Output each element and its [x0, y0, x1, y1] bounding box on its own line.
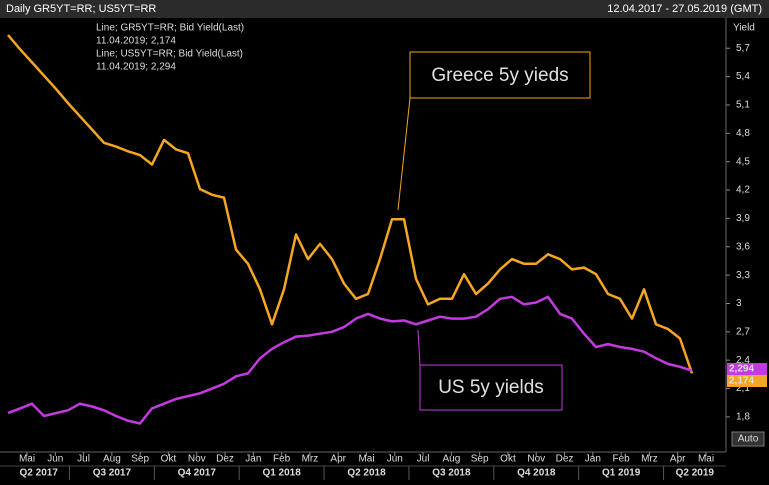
x-tick-label: Mrz: [302, 454, 319, 465]
y-tick-label: 4,8: [736, 128, 750, 139]
last-value-box: [727, 375, 767, 387]
y-tick-label: 4,2: [736, 185, 750, 196]
legend-value: 11.04.2019; 2,174: [96, 36, 176, 47]
x-tick-label: Dez: [216, 454, 234, 465]
y-tick-label: 3,3: [736, 270, 750, 281]
y-tick-label: 5,4: [736, 71, 750, 82]
x-tick-label: Nov: [188, 454, 206, 465]
annotation-box: [419, 364, 563, 411]
y-tick-label: 3,6: [736, 241, 750, 252]
x-tick-label: Nov: [527, 454, 545, 465]
header-bar: [0, 0, 769, 18]
legend-entry: Line; US5YT=RR; Bid Yield(Last): [96, 49, 243, 60]
quarter-label: Q4 2018: [517, 468, 556, 479]
x-tick-label: Mrz: [641, 454, 658, 465]
x-tick-label: Sep: [471, 454, 489, 465]
quarter-label: Q2 2019: [676, 468, 715, 479]
y-tick-label: 1,8: [736, 412, 750, 423]
quarter-label: Q3 2017: [93, 468, 132, 479]
annotation-leader: [417, 329, 421, 366]
header-range: 12.04.2017 - 27.05.2019 (GMT): [607, 3, 762, 15]
series-line: [7, 295, 693, 425]
auto-button-label[interactable]: Auto: [738, 434, 759, 445]
x-tick-label: Mai: [358, 454, 374, 465]
quarter-label: Q4 2017: [178, 468, 217, 479]
auto-button[interactable]: [731, 431, 765, 447]
x-tick-label: Jan: [585, 454, 601, 465]
x-tick-label: Jul: [417, 454, 430, 465]
quarter-label: Q2 2018: [347, 468, 386, 479]
y-tick-label: 3: [736, 298, 742, 309]
x-tick-label: Jul: [77, 454, 90, 465]
annotation-leader: [397, 97, 411, 211]
x-tick-label: Aug: [103, 454, 121, 465]
x-tick-label: Okt: [161, 454, 177, 465]
x-tick-label: Jan: [245, 454, 261, 465]
quarter-label: Q1 2019: [602, 468, 641, 479]
x-tick-label: Dez: [556, 454, 574, 465]
x-tick-label: Sep: [131, 454, 149, 465]
quarter-label: Q1 2018: [262, 468, 301, 479]
x-tick-label: Jun: [387, 454, 403, 465]
last-value-label: 2,294: [729, 364, 754, 375]
header-title: Daily GR5YT=RR; US5YT=RR: [6, 3, 156, 15]
x-tick-label: Feb: [613, 454, 631, 465]
quarter-label: Q3 2018: [432, 468, 471, 479]
y-axis-label: Yield: [733, 23, 755, 34]
last-value-label: 2,174: [729, 376, 754, 387]
annotation: Greece 5y yieds: [431, 65, 568, 86]
y-tick-label: 3,9: [736, 213, 750, 224]
x-tick-label: Okt: [500, 454, 516, 465]
y-tick-label: 5,7: [736, 43, 750, 54]
x-tick-label: Aug: [442, 454, 460, 465]
y-tick-label: 2,1: [736, 383, 750, 394]
y-tick-label: 2,7: [736, 326, 750, 337]
quarter-label: Q2 2017: [20, 468, 59, 479]
legend-value: 11.04.2019; 2,294: [96, 62, 176, 73]
x-tick-label: Mai: [698, 454, 714, 465]
annotation: US 5y yields: [438, 377, 544, 398]
y-tick-label: 5,1: [736, 100, 750, 111]
x-tick-label: Jun: [47, 454, 63, 465]
x-tick-label: Mai: [19, 454, 35, 465]
x-tick-label: Feb: [273, 454, 291, 465]
series-line: [7, 34, 694, 374]
last-value-box: [727, 363, 767, 375]
legend-entry: Line; GR5YT=RR; Bid Yield(Last): [96, 23, 244, 34]
x-tick-label: Apr: [330, 454, 346, 465]
y-tick-label: 2,4: [736, 355, 750, 366]
x-tick-label: Apr: [670, 454, 686, 465]
y-tick-label: 4,5: [736, 156, 750, 167]
annotation-box: [409, 51, 591, 99]
